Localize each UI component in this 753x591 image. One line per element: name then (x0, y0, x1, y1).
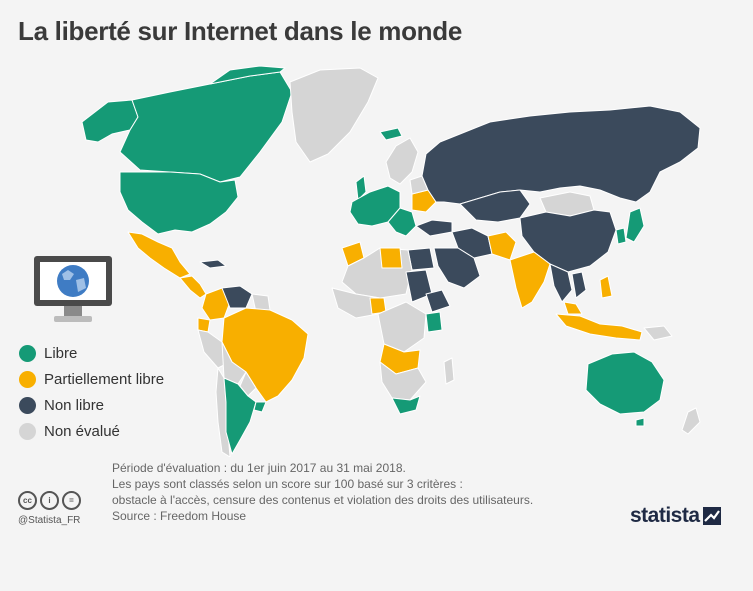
legend-swatch-non-evalue (19, 422, 36, 440)
region-uruguay (253, 401, 267, 413)
legend-label: Partiellement libre (44, 370, 165, 388)
legend-item-non-evalue: Non évalué (19, 418, 219, 444)
license-icons: cc i = (18, 491, 108, 510)
region-afghanistan-pakistan (487, 231, 517, 261)
region-kazakhstan (459, 189, 531, 223)
region-southern-africa (379, 361, 427, 401)
brand-name: statista (630, 504, 700, 527)
region-argentina (223, 377, 257, 455)
social-handle[interactable]: @Statista_FR (18, 515, 81, 526)
region-new-zealand (681, 407, 701, 435)
region-turkey (415, 219, 453, 237)
legend-item-non-libre: Non libre (19, 392, 219, 418)
note-periode: Période d'évaluation : du 1er juin 2017 … (112, 461, 406, 475)
region-venezuela (221, 285, 253, 309)
region-korea (615, 227, 627, 245)
region-greenland (289, 67, 379, 163)
region-madagascar (443, 357, 455, 385)
region-south-africa (391, 395, 421, 415)
region-russia (421, 105, 701, 205)
region-philippines (599, 275, 613, 299)
statista-logo[interactable]: statista (630, 504, 721, 528)
by-icon[interactable]: i (40, 491, 59, 510)
legend-label: Non libre (44, 396, 105, 414)
region-vietnam (571, 271, 587, 299)
region-myanmar-thailand (549, 263, 573, 303)
region-indonesia (555, 313, 643, 341)
cc-icon[interactable]: cc (18, 491, 37, 510)
region-arabia (433, 247, 481, 289)
note-methode-2: obstacle à l'accès, censure des contenus… (112, 493, 534, 507)
region-central-america (179, 275, 207, 299)
footnotes: Période d'évaluation : du 1er juin 2017 … (112, 460, 612, 524)
region-usa (119, 171, 239, 235)
world-map-svg (81, 65, 701, 457)
world-map (60, 62, 750, 457)
region-kenya (425, 311, 443, 333)
note-source: Source : Freedom House (112, 509, 247, 523)
region-malaysia (563, 301, 583, 315)
computer-globe-icon (32, 254, 114, 326)
legend-label: Libre (44, 344, 78, 362)
region-mexico (127, 231, 191, 279)
note-methode-1: Les pays sont classés selon un score sur… (112, 477, 463, 491)
legend-swatch-non-libre (19, 396, 36, 414)
region-cuba (199, 259, 227, 269)
region-libya (379, 247, 403, 269)
legend-label: Non évalué (44, 422, 120, 440)
region-japan (625, 207, 645, 243)
page-title: La liberté sur Internet dans le monde (18, 16, 463, 46)
region-egypt (407, 247, 435, 271)
region-canada-islands (209, 65, 286, 85)
legend-item-libre: Libre (19, 340, 219, 366)
region-tasmania (635, 417, 645, 427)
license-group: cc i = @Statista_FR (18, 491, 108, 531)
legend-item-partiellement-libre: Partiellement libre (19, 366, 219, 392)
region-iceland (379, 127, 403, 141)
region-australia (585, 351, 665, 415)
legend-swatch-libre (19, 344, 36, 362)
legend: Libre Partiellement libre Non libre Non … (19, 340, 219, 444)
region-uk (355, 175, 367, 201)
region-india (509, 251, 551, 309)
legend-swatch-partiellement-libre (19, 370, 36, 388)
region-ethiopia (425, 289, 451, 313)
region-papua (643, 325, 673, 341)
region-scandinavia (385, 137, 419, 185)
region-canada (119, 71, 293, 183)
statista-mark-icon (702, 507, 721, 525)
equals-icon[interactable]: = (62, 491, 81, 510)
region-bolivia (221, 341, 247, 385)
